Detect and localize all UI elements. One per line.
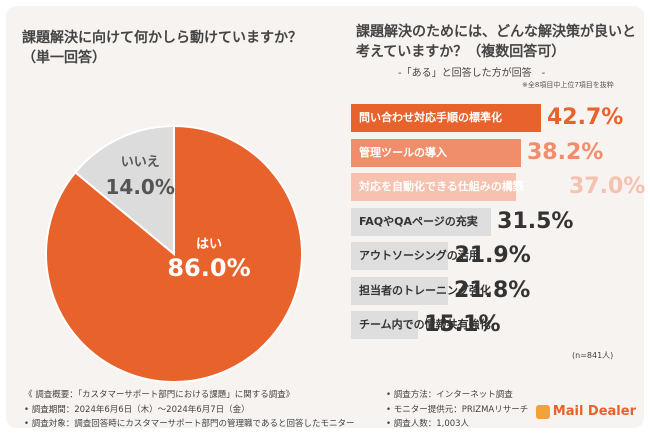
bar-rect xyxy=(351,173,516,201)
bar-rect xyxy=(351,104,541,132)
bar-value-label: 21.9% xyxy=(454,243,531,268)
bar-rect xyxy=(351,242,449,270)
bar-rect xyxy=(351,138,521,167)
bar-value-label: 37.0% xyxy=(569,174,646,199)
mail-dealer-logo: Mail Dealer xyxy=(535,404,636,419)
footer-respondent-count: • 調査人数：1,003人 xyxy=(386,419,470,429)
bar-value-label: 21.8% xyxy=(454,277,531,303)
pie-value-yes: 86.0% xyxy=(167,254,250,282)
footer-survey-target: • 調査対象：調査回答時にカスタマーサポート部門の管理職であると回答したモニター xyxy=(24,419,355,429)
bar-rect xyxy=(351,276,448,305)
pie-slice-no xyxy=(73,124,175,257)
bar-value-label: 38.2% xyxy=(526,139,604,165)
bar-value-label: 42.7% xyxy=(547,105,624,130)
bar-question-subtitle: 考えていますか？（複数回答可） xyxy=(356,44,566,60)
mail-dealer-logo-icon xyxy=(535,404,550,419)
bar-value-label: 31.5% xyxy=(497,208,574,234)
sample-size: (n=841人) xyxy=(572,351,614,360)
pie-value-no: 14.0% xyxy=(106,175,175,199)
bar-category-label: 問い合わせ対応手順の標準化 xyxy=(359,111,502,124)
pie-question-title: 課題解決に向けて何かしら動けていますか？ xyxy=(22,30,302,46)
footer-survey-method: • 調査方法：インターネット調査 xyxy=(386,390,513,400)
bar-selection-note: ※全8項目中上位7項目を抜粋 xyxy=(522,81,614,89)
bar-category-label: FAQやQAページの充実 xyxy=(359,214,478,228)
pie-question-subtitle: （単一回答） xyxy=(22,50,106,66)
bar-respondent-note: -「ある」と回答した方が回答 - xyxy=(398,68,546,79)
bar-category-label: 対応を自動化できる仕組みの構築 xyxy=(359,180,524,193)
bar-rect xyxy=(351,207,492,236)
bar-rect xyxy=(351,311,419,339)
footer-monitor-provider: • モニター提供元：PRIZMAリサーチ xyxy=(386,405,529,415)
mail-dealer-logo-text: Mail Dealer xyxy=(552,404,636,419)
footer-survey-overview: 《 調査概要：「カスタマーサポート部門における課題」に関する調査》 xyxy=(24,390,295,400)
bar-category-label: チーム内での情報共有強化 xyxy=(359,318,491,331)
bar-category-label: 管理ツールの導入 xyxy=(359,145,447,159)
bar-category-label: 担当者のトレーニング強化 xyxy=(359,283,491,297)
footer-survey-period: • 調査期間：2024年6月6日（木）〜2024年6月7日（金） xyxy=(24,405,250,415)
pie-label-no: いいえ xyxy=(121,155,160,170)
bar-category-label: アウトソーシングの活用 xyxy=(359,249,480,262)
bar-question-title: 課題解決のためには、どんな解決策が良いと xyxy=(356,24,636,40)
bar-value-label: 15.1% xyxy=(424,312,501,337)
pie-label-yes: はい xyxy=(196,237,222,252)
